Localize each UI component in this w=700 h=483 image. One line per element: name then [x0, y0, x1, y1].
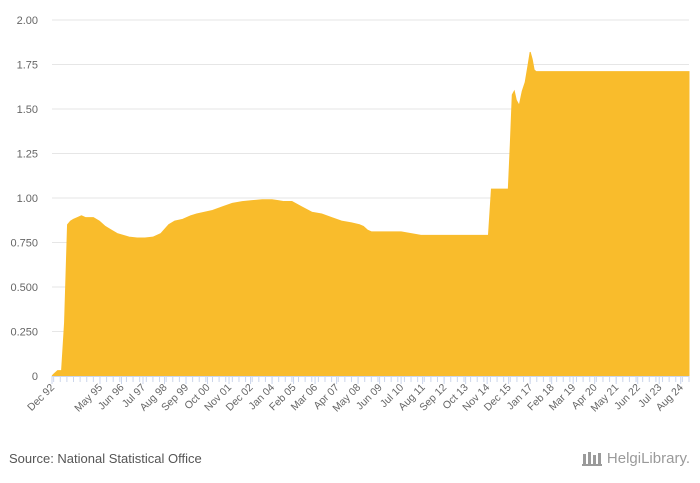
y-tick-label: 1.75 — [17, 60, 38, 72]
y-tick-label: 0 — [32, 371, 38, 383]
brand-logo[interactable]: HelgiLibrary. — [581, 449, 690, 467]
x-tick-label: Dec 92 — [25, 382, 57, 414]
y-tick-label: 1.50 — [17, 104, 38, 116]
x-axis — [52, 376, 690, 382]
y-tick-label: 1.00 — [17, 193, 38, 205]
y-tick-label: 1.25 — [17, 149, 38, 161]
area-chart: 0 0.250 0.500 0.750 1.00 1.25 1.50 1.75 2.00 Dec… — [10, 15, 690, 414]
y-tick-label: 2.00 — [17, 15, 38, 27]
y-tick-label: 0.250 — [10, 327, 38, 339]
y-tick-label: 0.500 — [10, 282, 38, 294]
y-axis-tick-labels: 0 0.250 0.500 0.750 1.00 1.25 1.50 1.75 2.00 — [10, 15, 38, 383]
library-icon — [581, 452, 602, 466]
y-tick-label: 0.750 — [10, 238, 38, 250]
area-series — [51, 51, 690, 377]
source-note: Source: National Statistical Office — [9, 451, 202, 466]
brand-name: HelgiLibrary. — [606, 449, 690, 467]
area-fill — [51, 51, 690, 377]
